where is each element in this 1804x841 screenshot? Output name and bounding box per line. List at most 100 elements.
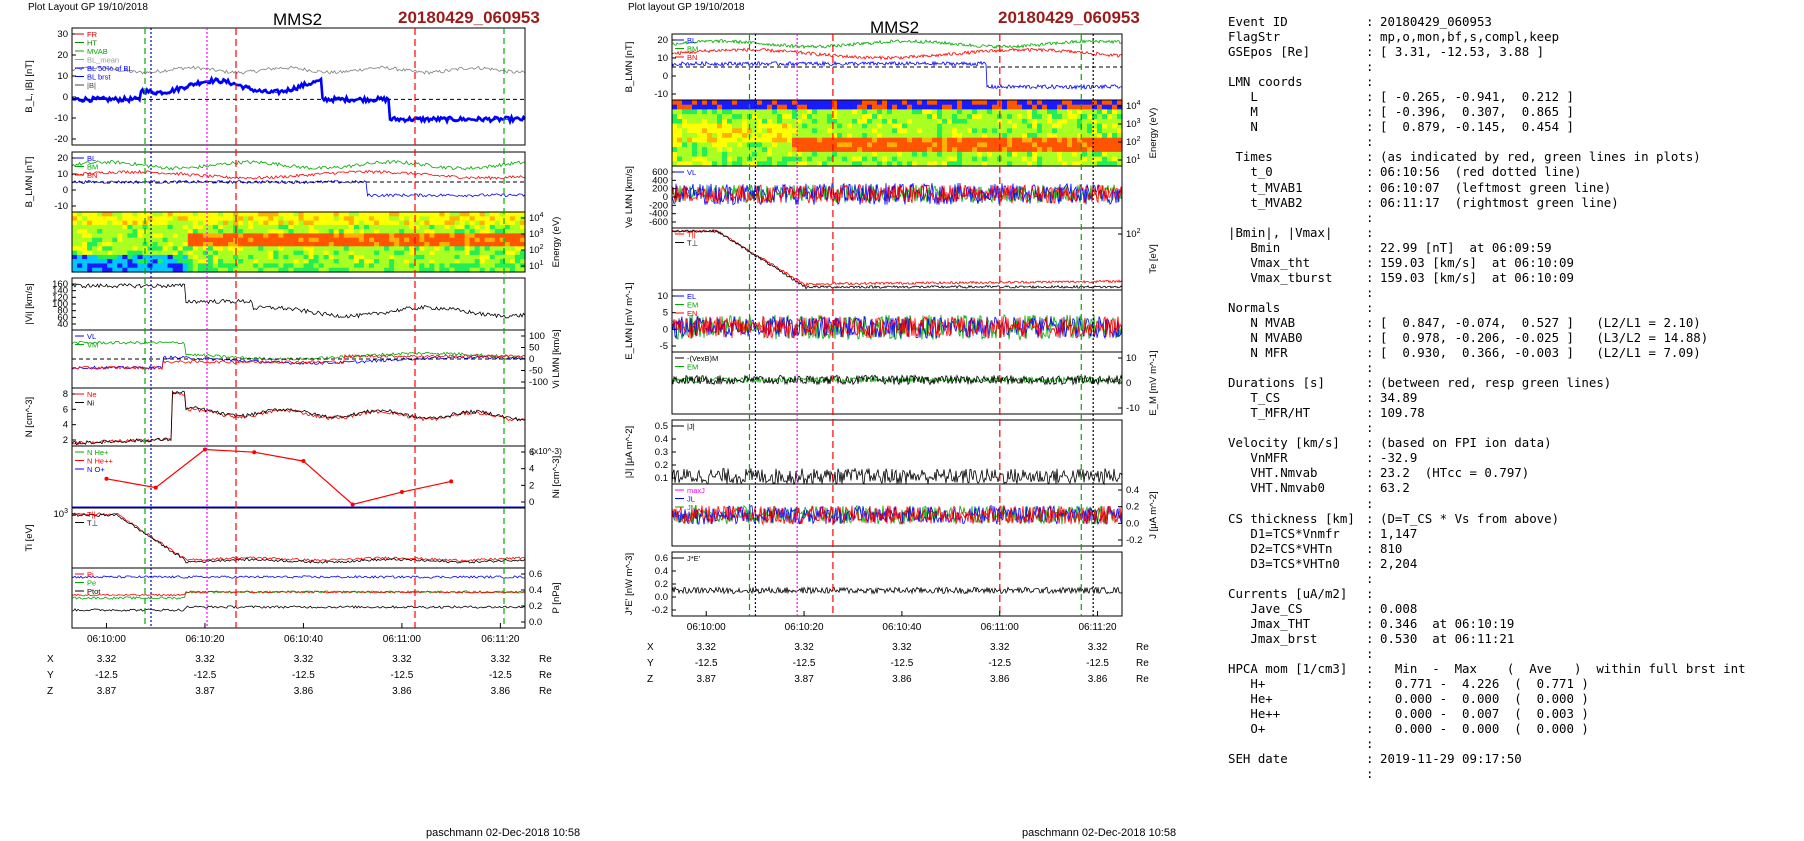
summary-colon: : <box>1366 44 1374 60</box>
summary-row: Normals: <box>1228 300 1798 315</box>
y-tick-label: 0.1 <box>655 473 668 484</box>
summary-colon: : <box>1366 29 1374 45</box>
summary-colon: : <box>1366 480 1374 496</box>
y-tick-label: 0.4 <box>655 566 668 577</box>
summary-row: HPCA mom [1/cm3]: Min - Max ( Ave ) with… <box>1228 661 1798 676</box>
summary-colon: : <box>1366 570 1374 586</box>
summary-colon: : <box>1366 405 1374 421</box>
legend-entry: MVAB <box>87 47 108 56</box>
coord-value: -12.5 <box>695 658 718 669</box>
summary-value: [ 0.879, -0.145, 0.454 ] <box>1380 119 1574 135</box>
legend-entry: Pe <box>87 579 96 588</box>
coord-value: 3.87 <box>97 686 117 697</box>
summary-value: 1,147 <box>1380 525 1418 541</box>
series-line <box>671 374 1123 386</box>
y-tick-label: 0.5 <box>655 421 668 432</box>
legend-entry: EN <box>687 309 697 318</box>
y-tick-label: 0.4 <box>1126 485 1139 496</box>
coord-value: 3.32 <box>794 642 814 653</box>
y-tick-label: 140 <box>52 286 68 297</box>
summary-key: Currents [uA/m2] <box>1228 585 1348 601</box>
y-tick-label: 0 <box>63 92 68 103</box>
spectrogram-left-2 <box>72 212 526 273</box>
summary-row: |Bmin|, |Vmax|: <box>1228 225 1798 240</box>
y-axis-label: B_LMN [nT] <box>24 157 35 208</box>
coord-label: Z <box>47 686 53 697</box>
summary-colon: : <box>1366 329 1374 345</box>
summary-row: : <box>1228 496 1798 511</box>
legend-entry: Ni <box>87 399 94 408</box>
summary-key: t_0 <box>1228 164 1273 180</box>
legend-entry: EM <box>687 301 698 310</box>
panel-frame <box>671 227 1123 291</box>
legend-entry: JM <box>687 503 697 512</box>
coord-value: -12.5 <box>95 670 118 681</box>
series-line <box>71 575 526 579</box>
summary-row: Times: (as indicated by red, green lines … <box>1228 149 1798 164</box>
summary-colon: : <box>1366 751 1374 767</box>
y-tick-label: 0.6 <box>655 553 668 564</box>
y-tick-label: -50 <box>529 366 543 377</box>
summary-row: : <box>1228 736 1798 751</box>
he-plus-plus-point <box>449 479 454 484</box>
summary-row: Jave_CS:0.008 <box>1228 601 1798 616</box>
x-tick-label: 06:10:40 <box>284 634 323 645</box>
y-tick-label: 20 <box>57 50 68 61</box>
y-tick-label: 0 <box>1126 378 1131 389</box>
legend-entry: VL <box>687 168 696 177</box>
summary-key: HPCA mom [1/cm3] <box>1228 661 1348 677</box>
y-axis-label: |Vi| [km/s] <box>24 283 35 324</box>
x-tick-label: 06:10:20 <box>185 634 224 645</box>
summary-colon: : <box>1366 14 1374 29</box>
y-tick-label: 400 <box>652 175 668 186</box>
legend-entry: -(VexB)M <box>687 354 718 363</box>
y-axis-label: P [nPa] <box>551 583 562 614</box>
series-line <box>71 392 525 445</box>
summary-key: N MVAB0 <box>1228 329 1303 345</box>
series-line <box>71 160 526 171</box>
summary-key: Bmin <box>1228 239 1281 255</box>
legend-entry: T|| <box>87 510 96 519</box>
legend-entry: N O+ <box>87 465 105 474</box>
y-tick-label: 2 <box>529 480 534 491</box>
summary-colon: : <box>1366 676 1374 692</box>
legend-entry: BM <box>687 45 698 54</box>
x-tick-label: 06:11:20 <box>1078 622 1117 633</box>
legend-entry: BL brst <box>87 73 111 82</box>
summary-colon: : <box>1366 736 1374 752</box>
series-line <box>671 38 1123 50</box>
coord-value: 3.32 <box>294 654 314 665</box>
he-plus-plus-point <box>104 476 109 481</box>
summary-key: T_CS <box>1228 390 1281 406</box>
coord-unit: Re <box>1136 642 1149 653</box>
coord-value: -12.5 <box>489 670 512 681</box>
summary-key: Event ID <box>1228 14 1288 29</box>
coord-value: 3.32 <box>990 642 1010 653</box>
y-tick-label: 102 <box>1126 228 1141 240</box>
summary-key: VHT.Nmvab0 <box>1228 480 1325 496</box>
y-tick-label: -20 <box>54 134 68 145</box>
summary-value: 22.99 [nT] at 06:09:59 <box>1380 239 1552 255</box>
summary-colon: : <box>1366 615 1374 631</box>
summary-row: : <box>1228 134 1798 149</box>
summary-value: 23.2 (HTcc = 0.797) <box>1380 465 1530 481</box>
y-tick-label: -100 <box>529 377 548 388</box>
y-axis-label: Energy (eV) <box>1148 108 1159 159</box>
y-tick-label: -10 <box>654 89 668 100</box>
series-line <box>671 467 1123 486</box>
panel-frame <box>671 551 1123 617</box>
he-plus-plus-point <box>399 490 404 495</box>
left-plot-event: 20180429_060953 <box>398 8 540 27</box>
summary-value: 0.000 - 0.000 ( 0.000 ) <box>1380 691 1589 707</box>
summary-row: N MFR: [ 0.930, 0.366, -0.003 ] (L2/L1 = … <box>1228 345 1798 360</box>
y-tick-label: 0.0 <box>529 617 542 628</box>
y-tick-label: 10 <box>1126 353 1137 364</box>
legend-entry: BL_mean <box>87 56 119 65</box>
y-axis-label: Ve LMN [km/s] <box>624 166 635 228</box>
panel-frame <box>671 483 1123 547</box>
y-tick-label: 0.0 <box>655 592 668 603</box>
summary-colon: : <box>1366 450 1374 466</box>
